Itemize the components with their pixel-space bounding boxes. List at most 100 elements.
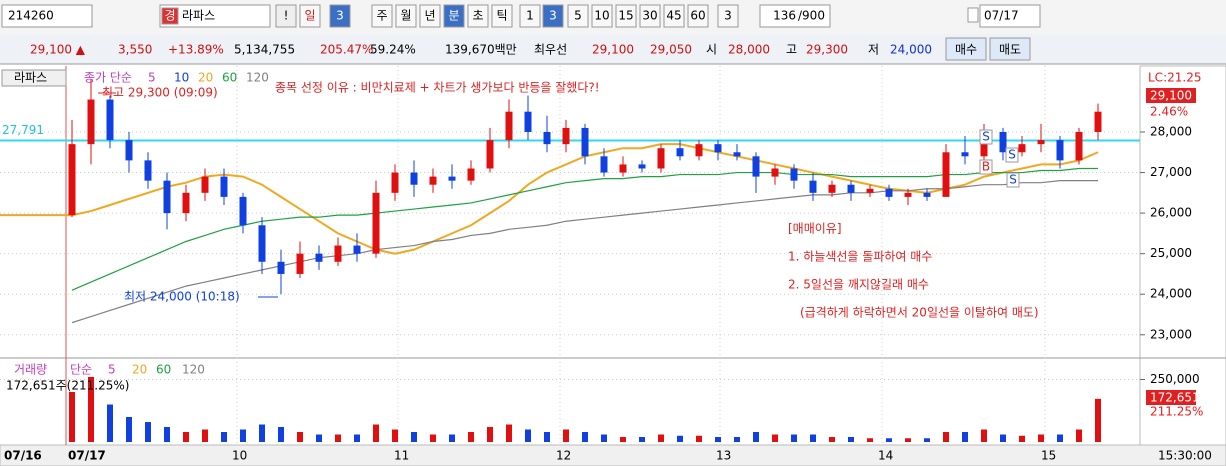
- volume-bar: [544, 432, 550, 442]
- volume-bar: [962, 432, 968, 442]
- date-input[interactable]: [979, 4, 1041, 28]
- code-input[interactable]: [1, 4, 93, 28]
- buy[interactable]: 매수: [955, 43, 977, 57]
- volume-bar: [202, 429, 208, 442]
- volume-bar: [126, 417, 132, 442]
- volume-bar: [468, 432, 474, 442]
- y-tick-label: 25,000: [1150, 246, 1192, 260]
- period[interactable]: 3: [724, 9, 732, 23]
- high-note: 최고 29,300 (09:09): [102, 86, 218, 100]
- candle-body: [106, 99, 114, 141]
- volume-bar: [772, 434, 778, 442]
- ma-period: 120: [246, 71, 269, 85]
- period-button[interactable]: [542, 4, 564, 28]
- candle-body: [600, 156, 608, 173]
- sell-button[interactable]: [989, 37, 1031, 61]
- volume-bar: [297, 432, 303, 442]
- y-tick-label: 24,000: [1150, 287, 1192, 301]
- period-button[interactable]: [299, 4, 321, 28]
- period[interactable]: 주: [376, 9, 387, 23]
- time-label: 11: [394, 449, 409, 463]
- period-button[interactable]: [663, 4, 685, 28]
- volume-bar: [221, 432, 227, 442]
- period[interactable]: 10: [594, 9, 609, 23]
- period[interactable]: 15: [618, 9, 633, 23]
- volume-bar: [696, 435, 702, 442]
- volume-ma-period: 5: [108, 363, 116, 377]
- period[interactable]: 60: [690, 9, 705, 23]
- period[interactable]: 월: [400, 9, 411, 23]
- sell[interactable]: 매도: [999, 43, 1021, 57]
- checkbox[interactable]: [967, 7, 979, 23]
- period-button[interactable]: [395, 4, 417, 28]
- signal: B: [982, 160, 990, 174]
- period[interactable]: 틱: [496, 9, 507, 23]
- candle-body: [999, 131, 1007, 153]
- volume-bar: [1000, 434, 1006, 442]
- quote-low: 24,000: [890, 43, 932, 57]
- button[interactable]: [275, 4, 297, 28]
- period-button[interactable]: [491, 4, 513, 28]
- volume-bar: [886, 438, 892, 442]
- period[interactable]: 초: [472, 9, 483, 23]
- period[interactable]: 3: [336, 9, 344, 23]
- volume-bar: [829, 437, 835, 442]
- stock-name: 라파스: [182, 9, 215, 23]
- date[interactable]: 07/17: [984, 9, 1019, 23]
- signal: S: [1008, 148, 1016, 162]
- period[interactable]: 년: [424, 9, 435, 23]
- candle-body: [239, 196, 247, 226]
- period[interactable]: 1: [526, 9, 534, 23]
- volume-bar: [734, 437, 740, 442]
- candle-body: [296, 253, 304, 274]
- count-input[interactable]: [759, 4, 831, 28]
- candle-body: [714, 144, 722, 153]
- y-tick-label: 28,000: [1150, 124, 1192, 138]
- volume-bar: [981, 429, 987, 442]
- candle-body: [391, 172, 399, 193]
- candle-body: [847, 184, 855, 193]
- volume-ma-period: 20: [132, 363, 147, 377]
- candle-body: [334, 245, 342, 262]
- quote-rate: +13.89%: [168, 43, 224, 57]
- period-button[interactable]: [687, 4, 709, 28]
- volume-tick-label: 250,000: [1150, 372, 1200, 386]
- candle-body: [790, 168, 798, 181]
- period-button[interactable]: [371, 4, 393, 28]
- period-button[interactable]: [639, 4, 661, 28]
- candle-body: [220, 176, 228, 197]
- period-button[interactable]: [467, 4, 489, 28]
- alert[interactable]: !: [284, 9, 289, 23]
- candle-body: [733, 152, 741, 157]
- candle-body: [1094, 111, 1102, 132]
- quote-bid: 29,050: [650, 43, 692, 57]
- quote-low-label: 저: [868, 43, 879, 57]
- candle-body: [125, 140, 133, 161]
- volume-bar: [677, 435, 683, 442]
- volume-bar: [335, 434, 341, 442]
- period-button[interactable]: [443, 4, 465, 28]
- period[interactable]: 45: [666, 9, 681, 23]
- buy-button[interactable]: [945, 37, 987, 61]
- quote-open-label: 시: [706, 43, 717, 57]
- volume-bar: [867, 438, 873, 442]
- period[interactable]: 분: [448, 9, 459, 23]
- period[interactable]: 3: [549, 9, 557, 23]
- period-button[interactable]: [591, 4, 613, 28]
- period-button[interactable]: [717, 4, 739, 28]
- period[interactable]: 30: [642, 9, 657, 23]
- volume-bar: [392, 429, 398, 442]
- period[interactable]: 일: [304, 9, 315, 23]
- volume-bar: [791, 434, 797, 442]
- period-button[interactable]: [519, 4, 541, 28]
- period-button[interactable]: [419, 4, 441, 28]
- period[interactable]: 5: [574, 9, 582, 23]
- annotation-title: 종목 선정 이유 : 비만치료제 + 차트가 생가보다 반등을 잘했다?!: [275, 81, 600, 95]
- candle-body: [486, 140, 494, 169]
- period-button[interactable]: [567, 4, 589, 28]
- code[interactable]: 214260: [8, 9, 54, 23]
- period-button[interactable]: [329, 4, 351, 28]
- period-button[interactable]: [615, 4, 637, 28]
- name-input[interactable]: [159, 4, 271, 28]
